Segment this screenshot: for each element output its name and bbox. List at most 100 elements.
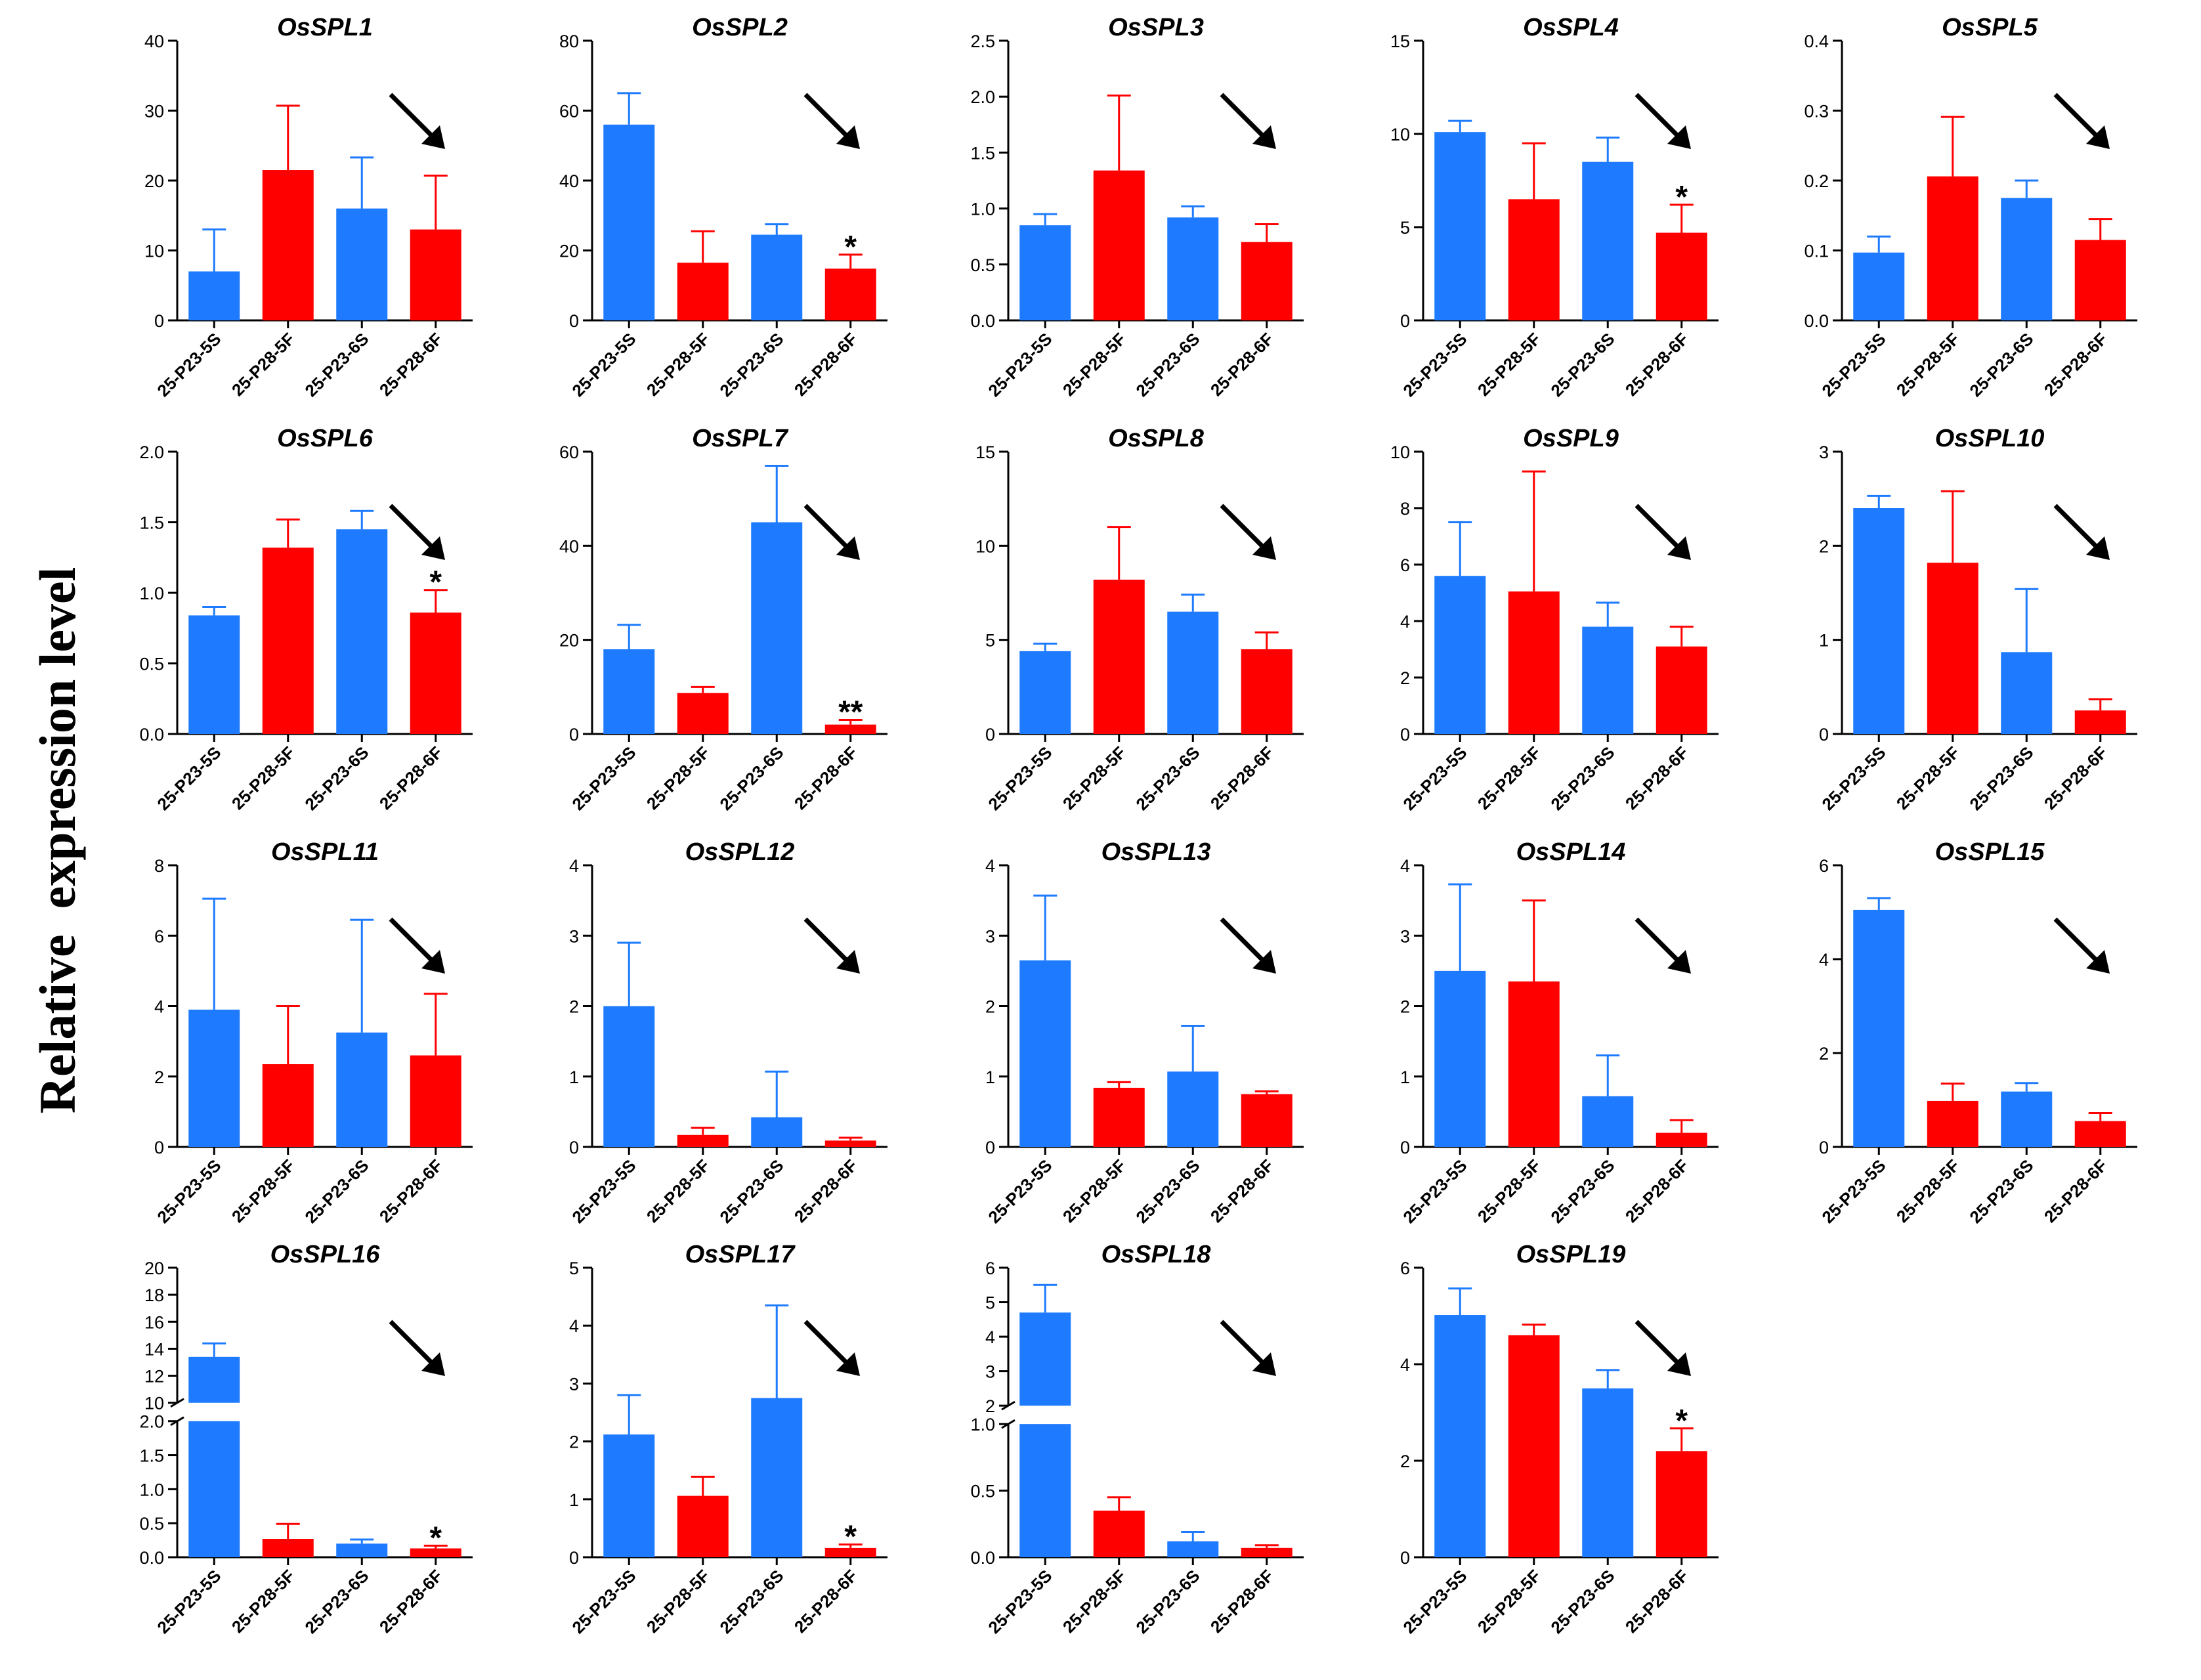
y-tick-label: 0.4 <box>1804 32 1829 51</box>
y-tick-label: 4 <box>985 856 995 876</box>
x-tick-label: 25-P23-6S <box>1132 743 1203 814</box>
x-tick-label: 25-P28-6F <box>2040 329 2111 400</box>
trend-arrow-head-icon <box>421 950 445 974</box>
bar <box>1019 225 1071 320</box>
panel-title: OsSPL19 <box>1516 1241 1626 1268</box>
y-tick-label: 10 <box>144 1394 164 1413</box>
y-tick-label: 0 <box>1819 1138 1829 1157</box>
y-tick-label: 12 <box>144 1367 164 1387</box>
y-tick-label: 40 <box>144 32 164 51</box>
bar <box>824 1547 876 1557</box>
x-tick-label: 25-P23-6S <box>301 329 372 400</box>
x-tick-label: 25-P23-6S <box>1547 1155 1618 1227</box>
x-tick-label: 25-P28-6F <box>1207 1155 1277 1226</box>
y-tick-label: 0.2 <box>1804 171 1829 191</box>
bar <box>1167 1541 1219 1557</box>
chart-panel: OsSPL15 0 2 4 6 25-P23-5S 25-P28-5F 25-P23-6S 25… <box>1818 838 2137 1227</box>
bar <box>677 263 729 320</box>
y-tick-label: 0 <box>154 1138 164 1157</box>
y-tick-label: 20 <box>559 242 579 261</box>
x-tick-label: 25-P23-6S <box>301 743 372 814</box>
y-tick-label: 1 <box>569 1490 579 1510</box>
bar <box>2001 652 2053 734</box>
y-tick-label: 2 <box>1400 668 1410 688</box>
x-tick-label: 25-P28-5F <box>643 743 714 813</box>
significance-marker: * <box>1675 1404 1688 1438</box>
x-tick-label: 25-P28-5F <box>228 1566 299 1637</box>
y-tick-label: 3 <box>569 1374 579 1394</box>
y-tick-label: 0 <box>1400 311 1410 331</box>
bar <box>1019 651 1071 734</box>
bar <box>2074 710 2126 734</box>
bar <box>677 693 729 734</box>
y-tick-label: 6 <box>1400 1259 1410 1278</box>
y-tick-label: 20 <box>559 631 579 651</box>
x-tick-label: 25-P28-6F <box>375 1155 446 1226</box>
chart-panel: OsSPL4 0 5 10 15 25-P23-5S 25-P28-5F 25-P23-6S 2… <box>1390 14 1719 400</box>
y-tick-label: 8 <box>154 856 164 876</box>
trend-arrow-icon <box>1635 917 1686 969</box>
panel-title: OsSPL8 <box>1108 425 1205 452</box>
y-tick-label: 1.0 <box>970 200 995 219</box>
y-tick-label: 10 <box>1390 125 1410 144</box>
x-tick-label: 25-P23-5S <box>568 329 639 400</box>
bar <box>1582 162 1634 320</box>
x-tick-label: 25-P23-5S <box>1399 329 1470 400</box>
y-tick-label: 2 <box>1819 1044 1829 1064</box>
bar <box>824 724 876 734</box>
bar <box>1019 1424 1071 1557</box>
y-tick-label: 0 <box>985 725 995 744</box>
trend-arrow-head-icon <box>421 536 445 560</box>
y-tick-label: 5 <box>1400 218 1410 238</box>
bar <box>1508 199 1560 320</box>
y-tick-label: 1 <box>1400 1067 1410 1087</box>
x-tick-label: 25-P28-5F <box>1474 1566 1545 1637</box>
chart-panel: OsSPL8 0 5 10 15 25-P23-5S 25-P28-5F 25-P23-6S 2… <box>975 425 1304 814</box>
x-tick-label: 25-P28-6F <box>1621 1566 1692 1637</box>
bar <box>751 1398 803 1557</box>
trend-arrow-head-icon <box>1252 950 1276 974</box>
significance-marker: * <box>429 565 442 600</box>
y-tick-label: 0.0 <box>970 1548 995 1568</box>
y-tick-label: 1 <box>1819 631 1829 651</box>
x-tick-label: 25-P23-5S <box>568 1155 639 1227</box>
y-tick-label: 0.0 <box>139 725 164 744</box>
y-tick-label: 2.0 <box>139 442 164 462</box>
panel-title: OsSPL14 <box>1516 838 1626 866</box>
y-tick-label: 3 <box>1400 926 1410 946</box>
panel-title: OsSPL17 <box>685 1241 796 1268</box>
chart-panel: OsSPL13 0 1 2 3 4 25-P23-5S 25-P28-5F 25-P23-6S 2… <box>984 838 1304 1227</box>
x-tick-label: 25-P28-5F <box>1474 743 1545 813</box>
x-tick-label: 25-P23-5S <box>1818 743 1889 814</box>
bar <box>1434 576 1486 734</box>
y-tick-label: 2 <box>985 1396 995 1416</box>
y-tick-label: 0 <box>1819 725 1829 744</box>
trend-arrow-icon <box>2053 917 2105 969</box>
x-tick-label: 25-P28-5F <box>1059 1155 1130 1226</box>
trend-arrow-icon <box>1220 93 1271 144</box>
chart-panel: OsSPL16 0.0 0.5 1.0 1.5 2.010 12 14 16 18 20 25-P23… <box>139 1241 473 1637</box>
y-tick-label: 0.3 <box>1804 102 1829 121</box>
y-tick-label: 3 <box>985 926 995 946</box>
bar <box>1853 508 1905 734</box>
x-tick-label: 25-P23-5S <box>1399 1155 1470 1227</box>
y-tick-label: 3 <box>985 1362 995 1382</box>
x-tick-label: 25-P23-6S <box>716 743 787 814</box>
bar <box>1167 611 1219 734</box>
y-tick-label: 0.5 <box>970 255 995 275</box>
x-tick-label: 25-P28-6F <box>1207 1566 1277 1637</box>
y-tick-label: 0 <box>569 311 579 331</box>
bar <box>1019 1312 1071 1406</box>
y-tick-label: 6 <box>154 926 164 946</box>
bar <box>1508 1335 1560 1557</box>
y-tick-label: 2 <box>569 997 579 1017</box>
bar <box>336 208 388 320</box>
x-tick-label: 25-P28-5F <box>228 1155 299 1226</box>
bar <box>188 1009 240 1147</box>
bar <box>1167 1071 1219 1147</box>
bar <box>262 1539 314 1557</box>
bar <box>1241 649 1293 734</box>
panel-title: OsSPL11 <box>271 838 379 866</box>
x-tick-label: 25-P28-5F <box>643 1155 714 1226</box>
